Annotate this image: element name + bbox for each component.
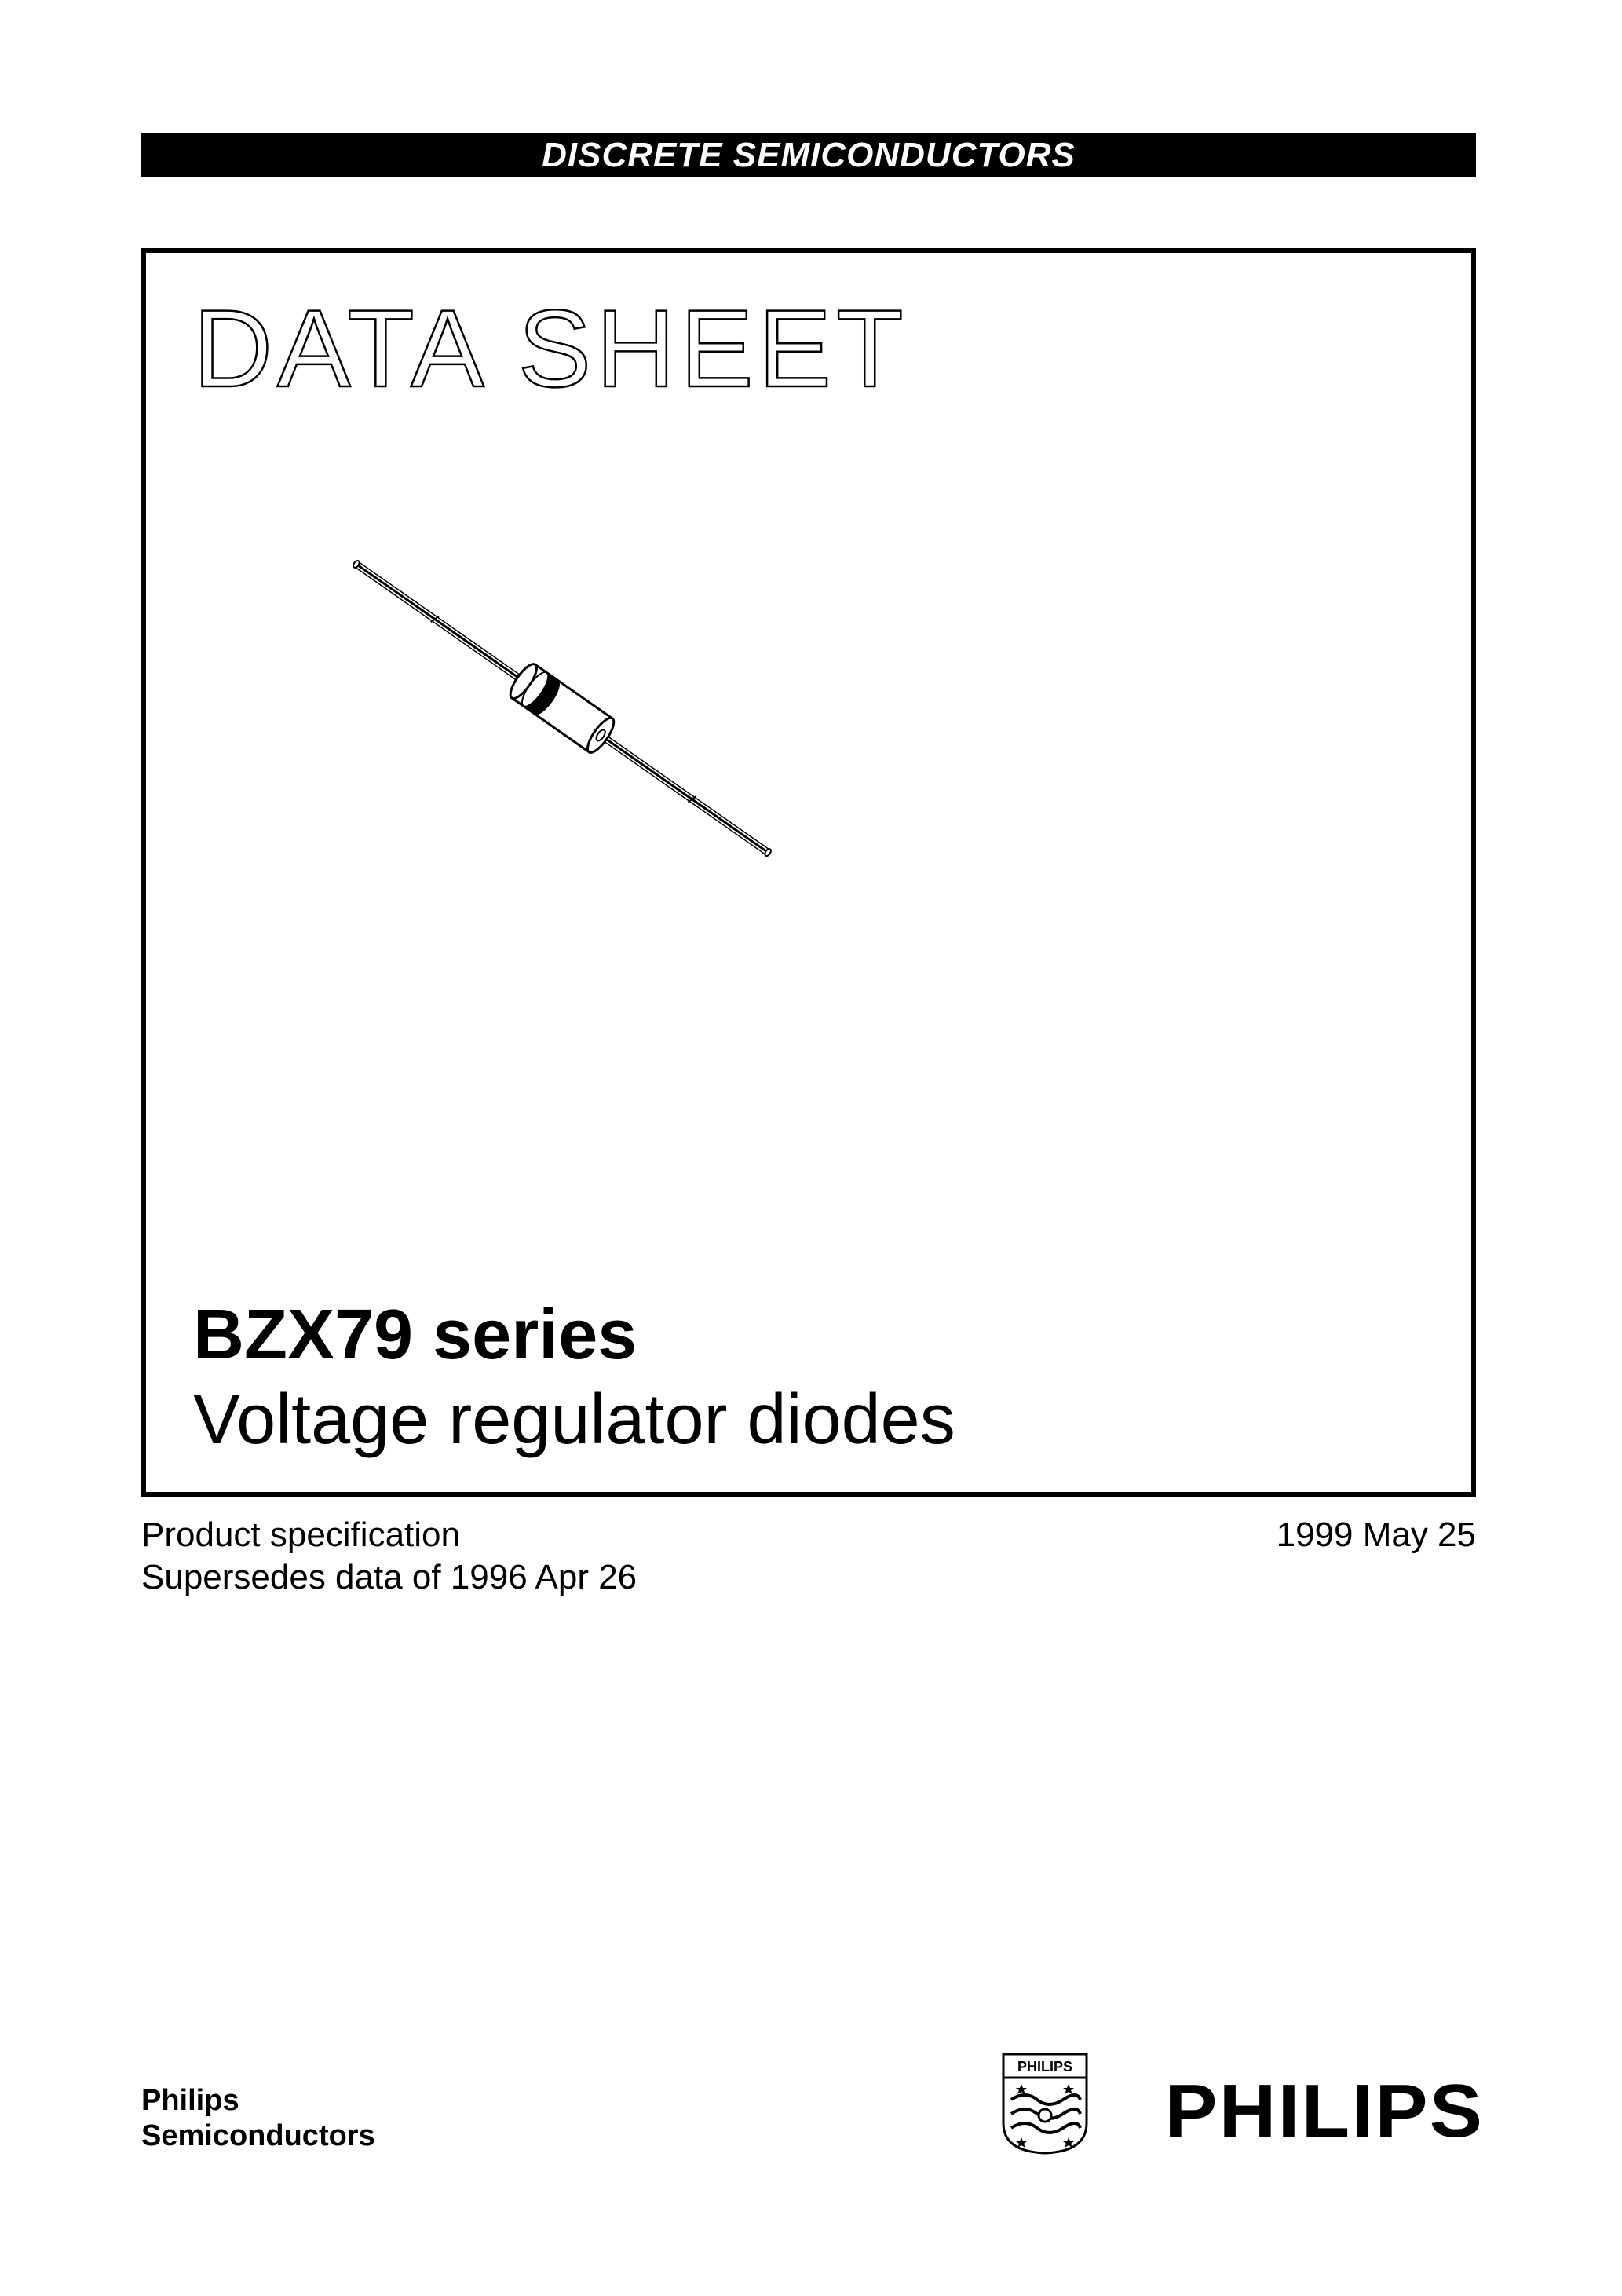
diode-lead-top [356, 564, 524, 681]
diode-illustration [342, 488, 782, 928]
footer-brand: Philips Semiconductors [141, 2083, 375, 2155]
philips-wordmark: PHILIPS [1164, 2068, 1484, 2155]
diode-lead-bottom-edge2 [602, 733, 769, 850]
category-header-bar: DISCRETE SEMICONDUCTORS [141, 133, 1476, 177]
shield-caption: PHILIPS [1017, 2059, 1072, 2075]
datasheet-title-text: DATA SHEET [193, 287, 908, 410]
diode-lead-top-edge2 [358, 561, 525, 678]
diode-lead-bottom-edge [599, 738, 766, 855]
diode-lead-top-edge [355, 567, 522, 684]
product-series: BZX79 series [193, 1295, 637, 1376]
spec-line-2: Supersedes data of 1996 Apr 26 [141, 1558, 637, 1597]
spec-date: 1999 May 25 [1277, 1515, 1476, 1555]
philips-shield-icon: PHILIPS [1002, 2053, 1088, 2155]
datasheet-title: DATA SHEET [193, 284, 1135, 452]
category-header-text: DISCRETE SEMICONDUCTORS [542, 136, 1076, 175]
spec-line-1: Product specification [141, 1515, 460, 1555]
footer-brand-line1: Philips [141, 2083, 375, 2119]
diode-lead-bottom [601, 735, 768, 852]
footer-brand-line2: Semiconductors [141, 2119, 375, 2155]
product-description: Voltage regulator diodes [193, 1380, 955, 1461]
datasheet-frame: DATA SHEET BZX7 [141, 248, 1476, 1497]
